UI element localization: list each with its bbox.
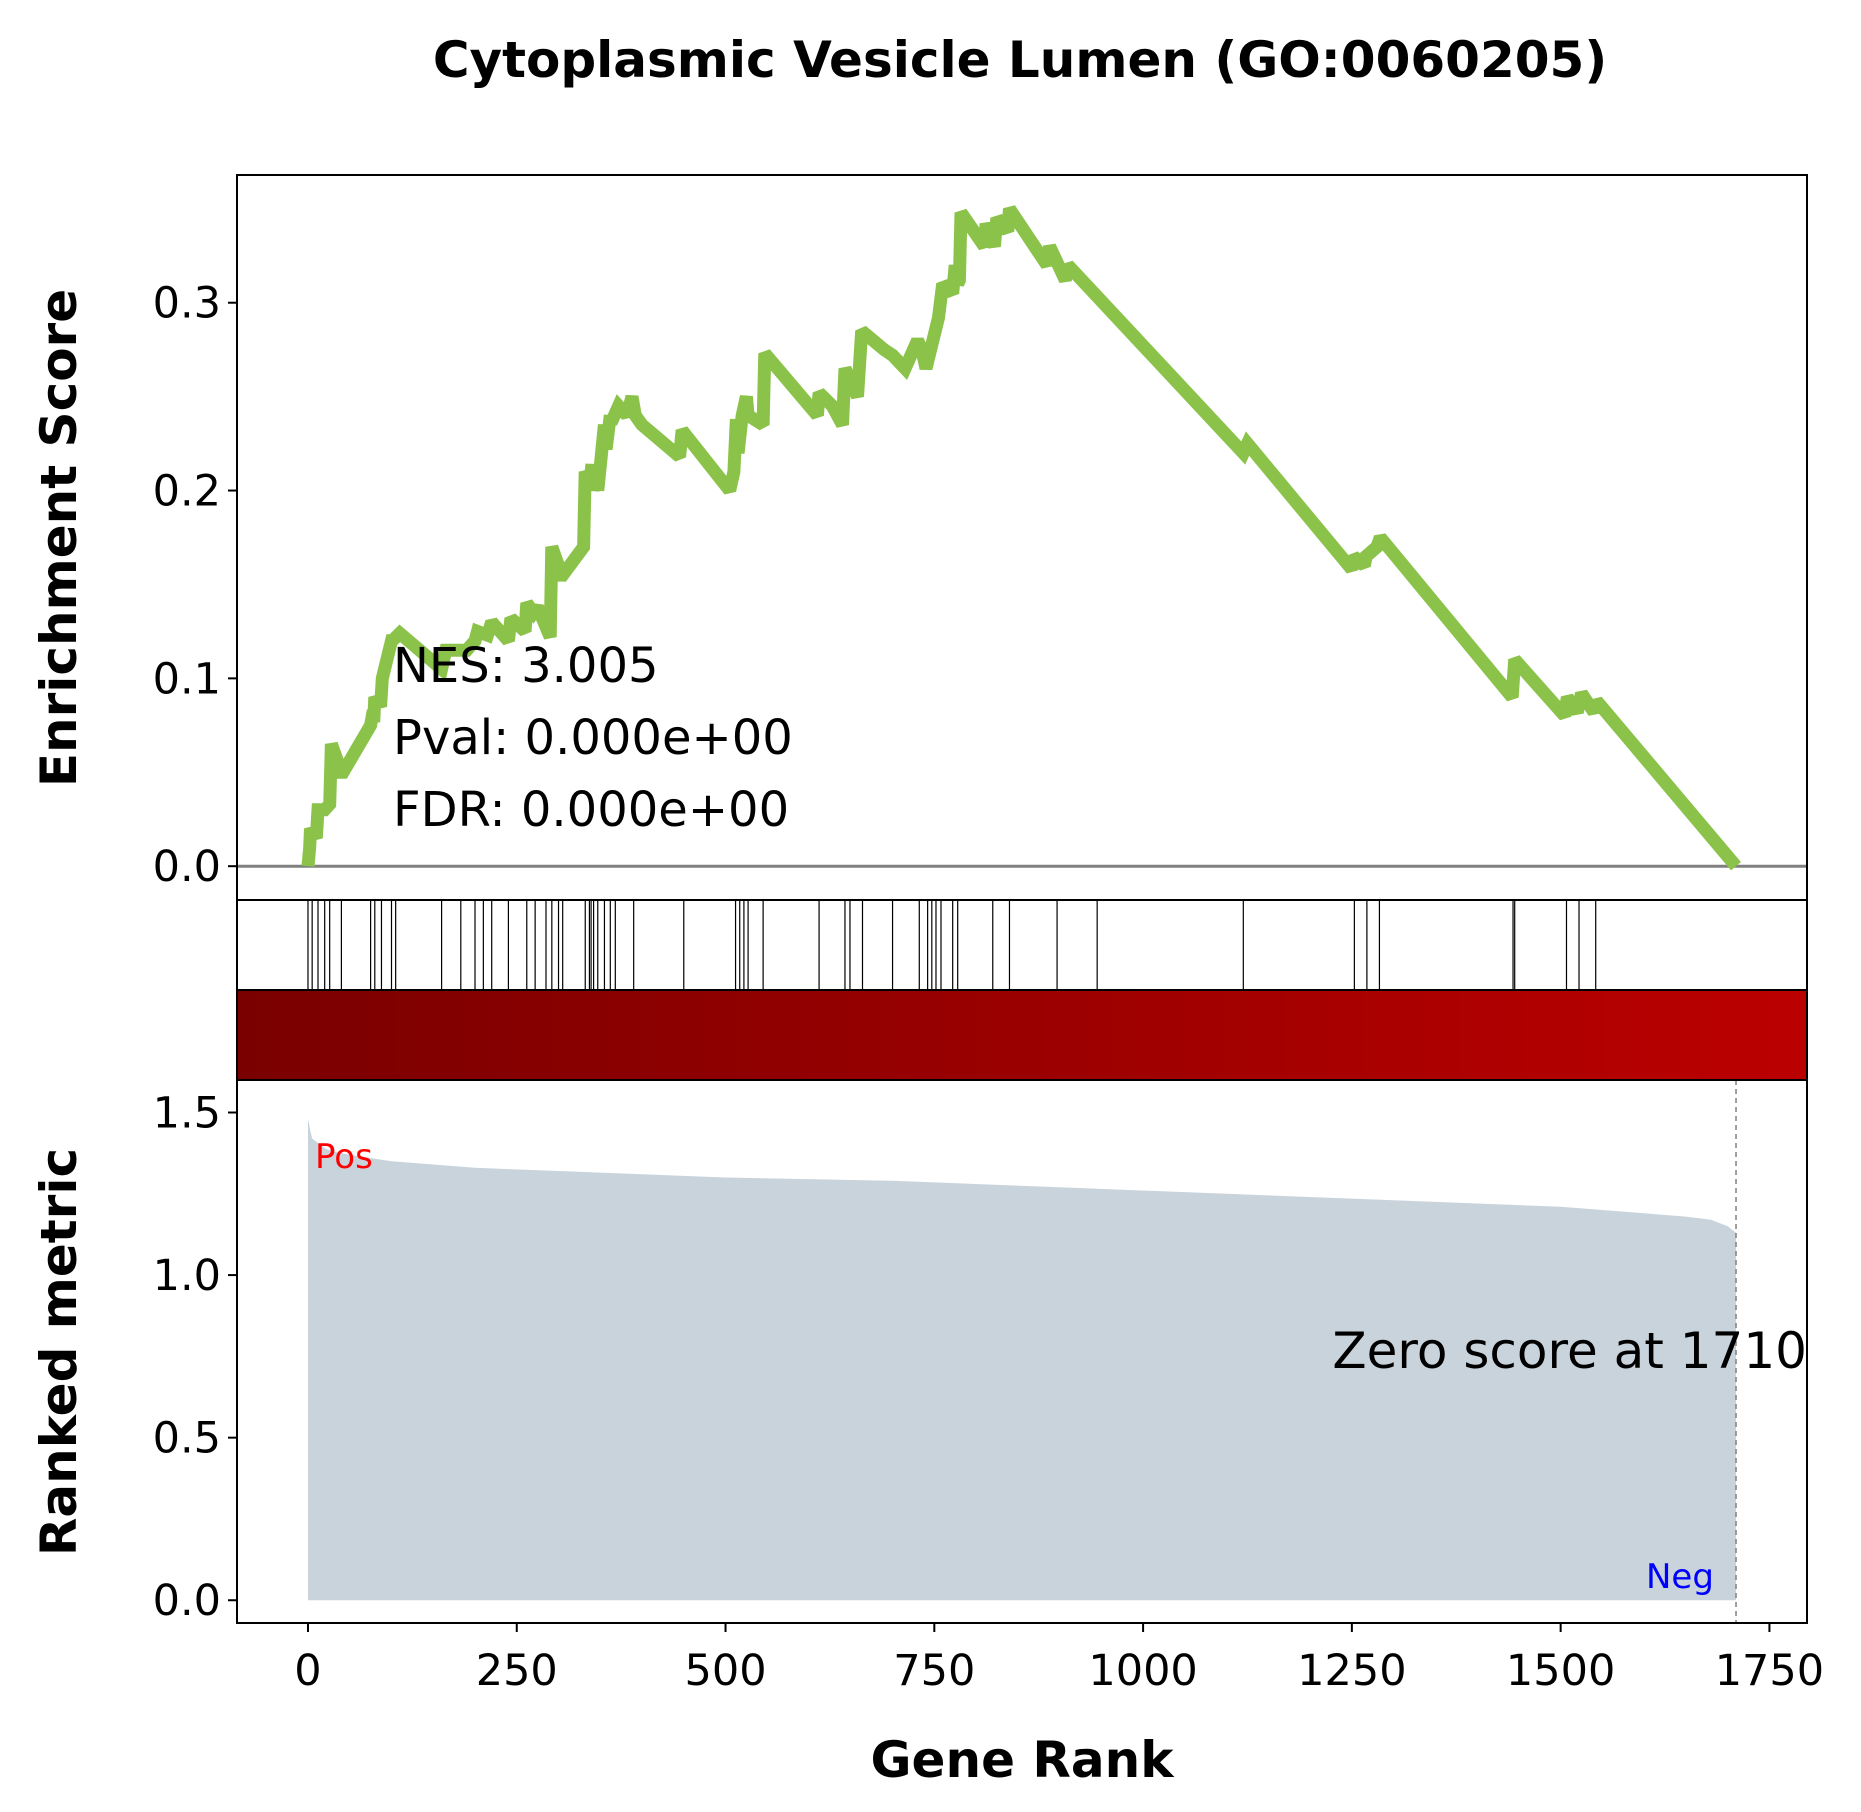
x-axis-label: Gene Rank (871, 1731, 1176, 1789)
es-ytick-label: 0.3 (153, 279, 221, 329)
es-line (301, 205, 1741, 871)
metric-panel: 0.00.51.01.5 Pos Neg Zero score at 1710 … (30, 1079, 1808, 1626)
x-tick-label: 500 (684, 1646, 766, 1696)
x-tick-label: 750 (893, 1646, 975, 1696)
x-tick-label: 1000 (1088, 1646, 1197, 1696)
metric-ytick-group: 0.0 0.5 1.0 1.5 (153, 1089, 237, 1626)
metric-ytick-label: 1.0 (153, 1251, 221, 1301)
hit-marker-group (307, 900, 1597, 990)
neg-label: Neg (1646, 1557, 1714, 1597)
chart-title: Cytoplasmic Vesicle Lumen (GO:0060205) (433, 31, 1607, 89)
zero-score-label: Zero score at 1710 (1332, 1322, 1807, 1380)
stat-fdr: FDR: 0.000e+00 (393, 782, 789, 838)
es-ylabel: Enrichment Score (30, 289, 88, 787)
es-ytick-group: 0.0 0.1 0.2 0.3 (153, 279, 237, 892)
x-tick-label: 1750 (1715, 1646, 1824, 1696)
rank-heatmap-bar (236, 989, 1808, 1081)
hits-panel (236, 899, 1808, 991)
hits-panel-frame (236, 899, 1808, 991)
metric-ytick-label: 0.5 (153, 1414, 221, 1464)
metric-panel-frame (236, 1079, 1808, 1624)
es-ytick-label: 0.0 (153, 842, 221, 892)
stat-nes: NES: 3.005 (393, 638, 659, 694)
x-tick-label: 0 (294, 1646, 321, 1696)
metric-ytick-label: 1.5 (153, 1089, 221, 1139)
metric-ytick-label: 0.0 (153, 1576, 221, 1626)
x-tick-label: 1500 (1506, 1646, 1615, 1696)
pos-label: Pos (315, 1137, 373, 1177)
metric-ylabel: Ranked metric (30, 1148, 88, 1556)
es-ytick-label: 0.1 (153, 654, 221, 704)
stat-pval: Pval: 0.000e+00 (393, 710, 793, 766)
enrichment-panel: 0.00.10.20.3 NES: 3.005 Pval: 0.000e+00 … (30, 174, 1808, 901)
es-ytick-label: 0.2 (153, 467, 221, 517)
x-tick-label: 250 (476, 1646, 558, 1696)
metric-area (308, 1119, 1736, 1601)
x-tick-label: 1250 (1297, 1646, 1406, 1696)
x-axis: 0 250 500 750 1000 1250 1500 1750 (294, 1623, 1824, 1696)
